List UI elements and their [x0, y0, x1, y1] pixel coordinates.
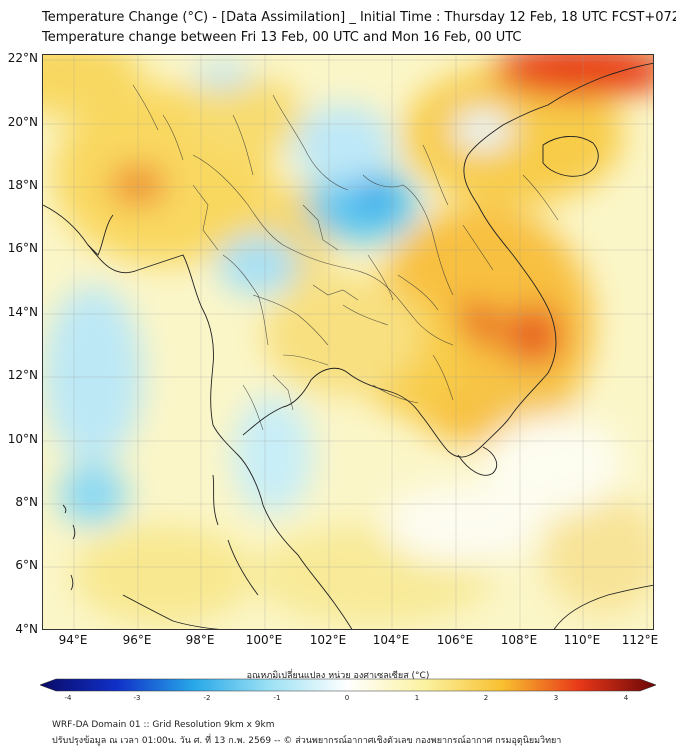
colorbar-tick-minus2: -2	[203, 694, 211, 702]
lon-label-94e: 94°E	[58, 633, 88, 647]
lat-label-6n: 6°N	[15, 558, 38, 572]
lat-label-12n: 12°N	[7, 368, 38, 382]
lat-label-22n: 22°N	[7, 51, 38, 65]
lon-label-104e: 104°E	[372, 633, 410, 647]
lon-label-108e: 108°E	[500, 633, 538, 647]
map-canvas	[43, 55, 653, 629]
chart-subtitle: Temperature change between Fri 13 Feb, 0…	[42, 30, 522, 45]
lon-label-96e: 96°E	[122, 633, 152, 647]
lat-label-16n: 16°N	[7, 241, 38, 255]
lon-label-102e: 102°E	[309, 633, 347, 647]
colorbar-tick-4: 4	[623, 694, 629, 702]
lat-label-8n: 8°N	[15, 495, 38, 509]
colorbar-tick-3: 3	[553, 694, 559, 702]
admin-boundaries	[132, 84, 559, 431]
colorbar-tick-minus4: -4	[64, 694, 72, 702]
lon-label-112e: 112°E	[621, 633, 659, 647]
lon-label-110e: 110°E	[563, 633, 601, 647]
chart-title: Temperature Change (°C) - [Data Assimila…	[42, 10, 676, 25]
colorbar-gradient	[40, 678, 656, 692]
lon-label-106e: 106°E	[436, 633, 474, 647]
colorbar-title: อุณหภูมิเปลี่ยนแปลง หน่วย องศาเซลเซียส (…	[246, 671, 430, 681]
lat-label-4n: 4°N	[15, 622, 38, 636]
colorbar-tick-0: 0	[344, 694, 350, 702]
lon-label-98e: 98°E	[185, 633, 215, 647]
lat-label-14n: 14°N	[7, 305, 38, 319]
lat-label-10n: 10°N	[7, 432, 38, 446]
colorbar-tick-2: 2	[483, 694, 489, 702]
update-credit: ปรับปรุงข้อมูล ณ เวลา 01:00น. วัน ศ. ที่…	[52, 736, 562, 746]
coastlines	[43, 62, 653, 629]
lon-label-100e: 100°E	[245, 633, 283, 647]
temperature-change-map[interactable]	[42, 54, 654, 630]
colorbar-tick-minus1: -1	[273, 694, 281, 702]
colorbar	[40, 678, 656, 692]
temperature-field	[43, 55, 653, 625]
colorbar-tick-minus3: -3	[133, 694, 141, 702]
colorbar-tick-1: 1	[414, 694, 420, 702]
model-info: WRF-DA Domain 01 :: Grid Resolution 9km …	[52, 720, 275, 730]
lat-label-18n: 18°N	[7, 178, 38, 192]
lat-label-20n: 20°N	[7, 115, 38, 129]
graticule	[43, 55, 653, 629]
